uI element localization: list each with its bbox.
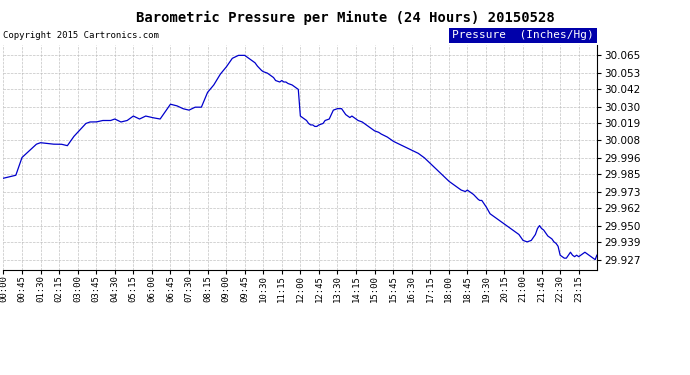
Text: Pressure  (Inches/Hg): Pressure (Inches/Hg) (452, 30, 594, 40)
Text: Barometric Pressure per Minute (24 Hours) 20150528: Barometric Pressure per Minute (24 Hours… (136, 11, 554, 26)
Text: Copyright 2015 Cartronics.com: Copyright 2015 Cartronics.com (3, 32, 159, 40)
